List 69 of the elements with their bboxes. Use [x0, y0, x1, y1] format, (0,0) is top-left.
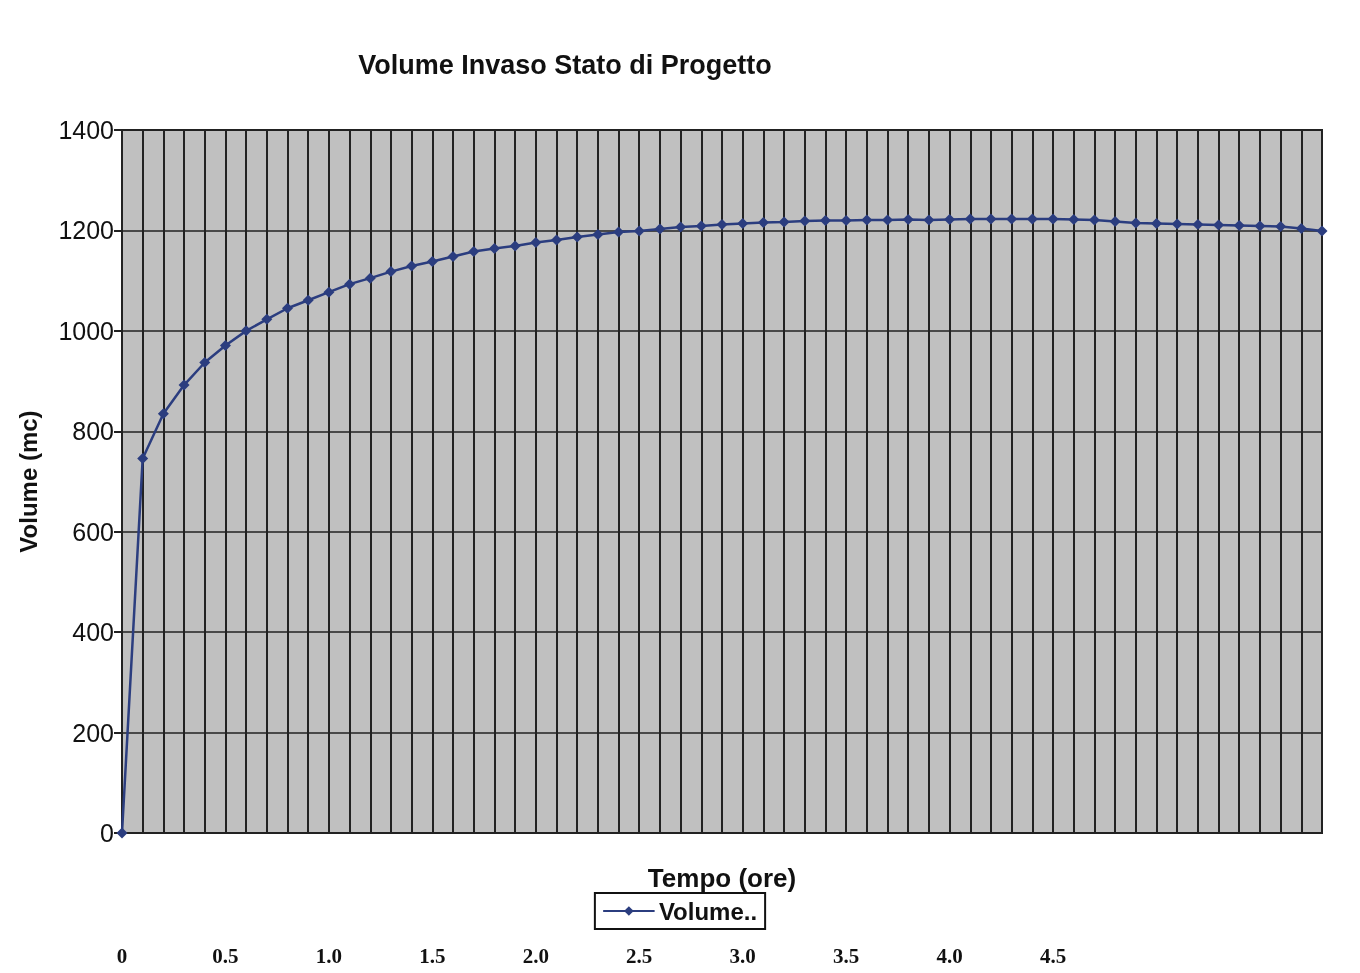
x-axis-title: Tempo (ore) [647, 863, 797, 893]
point [199, 356, 211, 368]
y-tick-label: 400 [72, 618, 114, 647]
y-tick-label: 1400 [58, 116, 114, 144]
point [1192, 218, 1204, 230]
point [157, 408, 169, 420]
point [840, 214, 852, 226]
point [178, 379, 190, 391]
point [737, 217, 749, 229]
point [385, 266, 397, 278]
point [861, 214, 873, 226]
point [1047, 213, 1059, 225]
point [137, 452, 149, 464]
x-tick-label: 3.5 [833, 943, 860, 968]
point [1233, 219, 1245, 231]
point [509, 240, 521, 252]
y-tick-label: 200 [72, 718, 114, 747]
x-tick-label: 1.0 [315, 943, 343, 968]
point [364, 272, 376, 284]
y-axis-title: Volume (mc) [14, 410, 42, 553]
point [344, 278, 356, 290]
x-tick-label: 4.5 [1039, 943, 1067, 968]
point [219, 339, 231, 351]
x-tick-label: 2.0 [522, 943, 549, 968]
point [1130, 217, 1142, 229]
y-tick-label: 800 [72, 417, 114, 446]
point [323, 286, 335, 298]
x-tick-label: 0.5 [212, 943, 239, 968]
point [261, 313, 273, 325]
x-tick-label: 2.5 [626, 943, 653, 968]
point [447, 251, 459, 263]
point [716, 218, 728, 230]
point [571, 231, 583, 243]
y-tick-label: 0 [100, 819, 114, 847]
point [592, 228, 604, 240]
legend-label: Volume.. [658, 897, 758, 925]
point [406, 260, 418, 272]
point [1150, 217, 1162, 229]
point [902, 213, 914, 225]
point [550, 234, 562, 246]
point [426, 256, 438, 268]
point [1171, 218, 1183, 230]
point [1109, 215, 1121, 227]
point [116, 827, 128, 839]
point [654, 223, 666, 235]
point [1068, 213, 1080, 225]
point [302, 294, 314, 306]
point [282, 302, 294, 314]
point [1295, 222, 1307, 234]
point [1275, 220, 1287, 232]
point [530, 236, 542, 248]
point [923, 214, 935, 226]
point [778, 216, 790, 228]
point [757, 216, 769, 228]
point [985, 213, 997, 225]
point [819, 214, 831, 226]
point [468, 246, 480, 258]
y-tick-label: 1000 [58, 316, 114, 345]
x-tick-label: 1.5 [419, 943, 446, 968]
x-tick-label: 4.0 [936, 943, 963, 968]
y-tick-label: 1200 [58, 216, 114, 245]
y-tick-label: 600 [72, 517, 114, 546]
point [488, 243, 500, 255]
point [1254, 220, 1266, 232]
chart-title: Volume Invaso Stato di Progetto [358, 49, 772, 80]
point [240, 325, 252, 337]
point [1316, 225, 1328, 237]
x-tick-label: 3.0 [729, 943, 756, 968]
point [944, 213, 956, 225]
